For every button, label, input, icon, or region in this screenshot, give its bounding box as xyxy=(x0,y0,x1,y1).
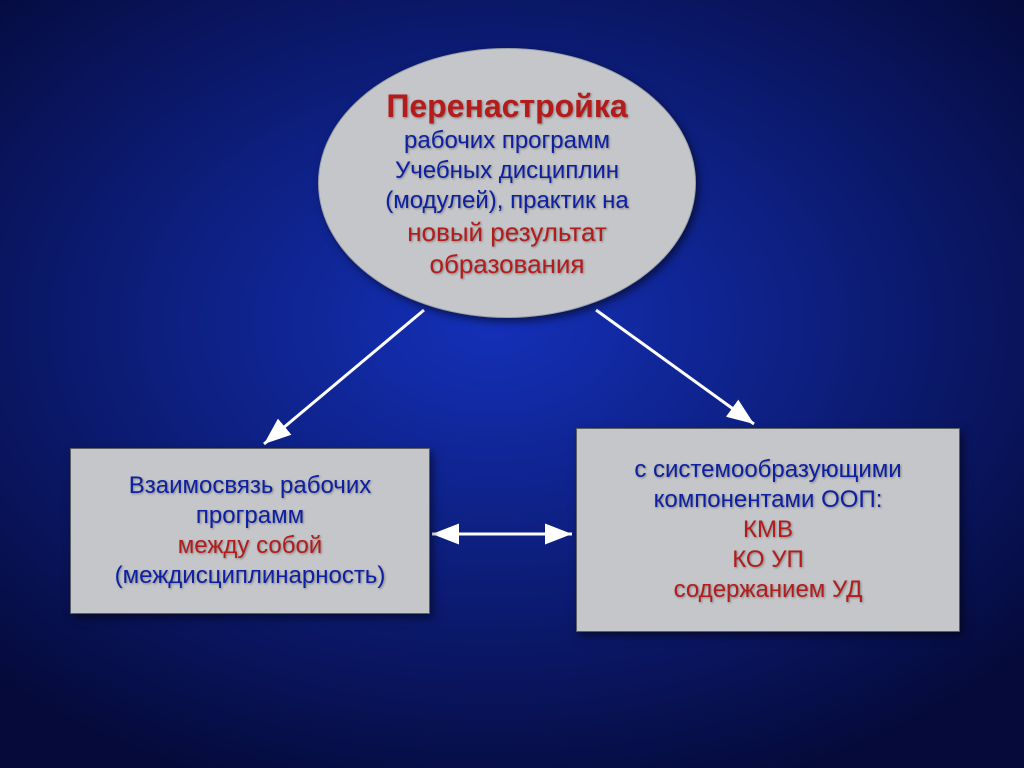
node-top-line-3: (модулей), практик на xyxy=(385,186,629,216)
node-right-line-1: компонентами ООП: xyxy=(654,485,883,515)
edge-top-right xyxy=(596,310,754,424)
node-left-line-3: (междисциплинарность) xyxy=(115,561,386,591)
node-right-line-2: КМВ xyxy=(743,515,793,545)
node-left-line-2: между собой xyxy=(178,531,322,561)
diagram-stage: Перенастройкарабочих программУчебных дис… xyxy=(0,0,1024,768)
node-top-line-2: Учебных дисциплин xyxy=(395,156,619,186)
node-left-line-0: Взаимосвязь рабочих xyxy=(129,471,371,501)
node-top-line-0: Перенастройка xyxy=(386,86,627,126)
node-top-line-4: новый результат xyxy=(407,216,607,249)
node-right-line-3: КО УП xyxy=(732,545,804,575)
node-top-line-1: рабочих программ xyxy=(404,126,610,156)
node-top-line-5: образования xyxy=(429,248,584,281)
node-right: с системообразующимикомпонентами ООП:КМВ… xyxy=(576,428,960,632)
node-right-line-4: содержанием УД xyxy=(674,575,863,605)
edge-top-left xyxy=(264,310,424,444)
node-left-line-1: программ xyxy=(196,501,304,531)
node-top: Перенастройкарабочих программУчебных дис… xyxy=(318,48,696,318)
node-right-line-0: с системообразующими xyxy=(634,455,901,485)
node-left: Взаимосвязь рабочихпрограмммежду собой(м… xyxy=(70,448,430,614)
